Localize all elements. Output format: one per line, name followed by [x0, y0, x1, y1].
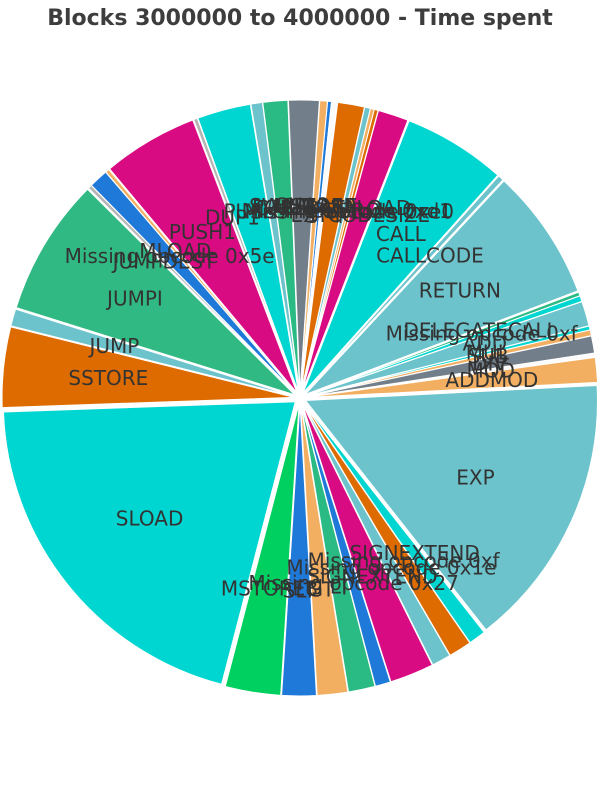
pie-slice-label-4: Missing opcode 0x5e: [65, 244, 275, 268]
pie-slice-label-23: DELEGATECALL: [403, 319, 558, 343]
pie-slice-21: [303, 175, 504, 394]
pie-slice-0: [1, 326, 295, 409]
pie-slice-38: [300, 403, 349, 697]
pie-slice-10: [262, 99, 301, 393]
pie-slice-label-18: Missing opcode 0xe0: [245, 200, 454, 224]
pie-slice-6: [108, 119, 298, 394]
pie-slice-2: [15, 188, 296, 396]
pie-slice-label-20: CALL: [376, 222, 427, 246]
pie-slice-label-15: CALLDATALOAD: [255, 196, 411, 220]
pie-slice-label-14: GAS: [301, 195, 343, 219]
pie-slice-label-35: SIGNEXTEND: [307, 565, 437, 589]
pie-slice-label-34: Missing opcode 0x1e: [286, 556, 496, 580]
pie-slice-label-33: Missing opcode 0xf: [308, 549, 501, 573]
pie-slice-40: [224, 403, 300, 696]
pie-slice-label-10: SWAP1: [249, 194, 319, 218]
pie-slice-label-30: ADDMOD: [445, 368, 538, 392]
pie-slice-label-36: Missing opcode 0x27: [248, 571, 458, 595]
pie-slice-label-32: SIGNEXTEND: [349, 541, 479, 565]
pie-slice-label-7: DUP1: [205, 206, 260, 230]
pie-slice-8: [197, 103, 299, 393]
pie-slice-label-39: SLT: [283, 579, 317, 603]
pie-slice-label-8: PUSH: [223, 200, 277, 224]
pie-slice-30: [305, 356, 599, 398]
pie-slice-label-29: MOD: [467, 358, 515, 382]
pie-slice-7: [193, 117, 299, 393]
pie-slice-5: [105, 168, 297, 394]
pie-slice-label-22: RETURN: [419, 278, 501, 302]
pie-slice-35: [301, 403, 433, 683]
pie-slice-label-13: CALLER: [281, 194, 358, 218]
pie-slice-1: [10, 308, 295, 397]
pie-slice-label-16: ISZERO: [306, 198, 381, 222]
pie-slice-label-25: ADD: [463, 331, 507, 355]
pie-slice-label-37: LT: [330, 575, 351, 599]
pie-slice-label-38: GT: [308, 578, 336, 602]
pie-slice-label-24: Missing opcode 0xf: [386, 322, 579, 346]
pie-slice-label-3: JUMPDEST: [111, 249, 217, 273]
pie-slice-label-40: MSTORE8: [221, 576, 318, 600]
pie-slice-label-31: EXP: [456, 466, 494, 490]
pie-slice-31: [304, 384, 598, 631]
pie-slice-label-41: SLOAD: [116, 506, 184, 530]
pie-slice-41: [2, 401, 296, 685]
pie-slice-label-6: PUSH1: [169, 220, 236, 244]
pie-slice-label-12: MSTORE: [273, 194, 357, 218]
chart-title: Blocks 3000000 to 4000000 - Time spent: [47, 6, 553, 31]
pie-slice-34: [302, 403, 451, 666]
pie-slices: [1, 99, 599, 697]
pie-slice-label-21: CALLCODE: [376, 244, 484, 268]
pie-slice-label-26: MUL: [466, 341, 510, 365]
pie-slice-label-9: POP: [252, 195, 292, 219]
pie-slice-label-1: JUMP: [88, 334, 140, 358]
pie-slice-37: [300, 403, 376, 693]
pie-slice-label-0: SSTORE: [68, 366, 148, 390]
pie-slice-label-2: JUMPI: [105, 287, 163, 311]
pie-slice-label-19: EXTCODESIZE: [290, 203, 430, 227]
pie-slice-22: [304, 180, 579, 396]
pie-slice-label-27: SUB: [468, 344, 509, 368]
pie-slice-label-28: DIV: [472, 351, 507, 375]
pie-slice-label-17: Missing opcode 0xd1: [242, 199, 452, 223]
pie-slice-label-11: SHA3: [275, 193, 329, 217]
pie-slice-label-5: MLOAD: [139, 239, 211, 263]
pie-slice-39: [281, 403, 317, 697]
pie-slice-20: [302, 120, 499, 394]
pie-slice-19: [301, 109, 409, 393]
